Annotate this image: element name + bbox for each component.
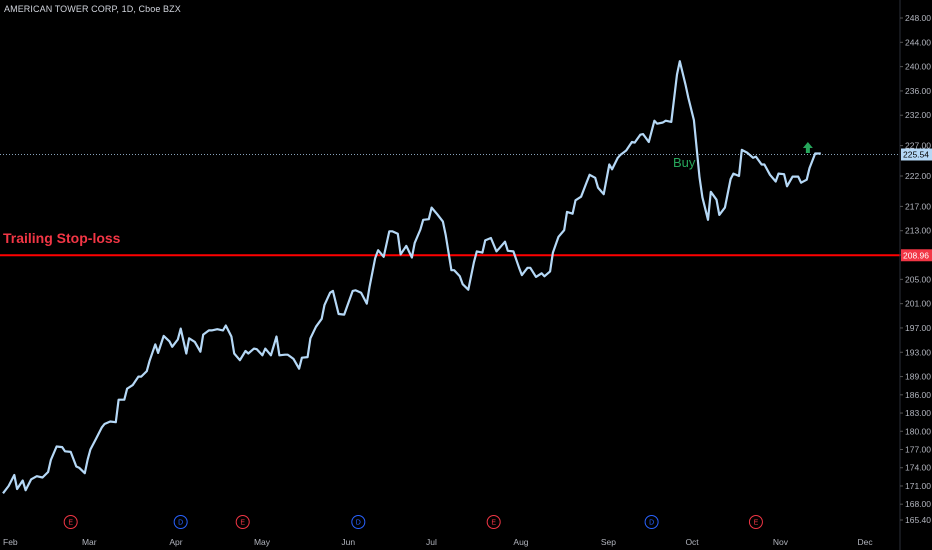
x-tick-label: Apr <box>169 537 182 547</box>
event-marker-e[interactable]: E <box>486 515 501 529</box>
trailing-stop-price-tag: 208.96 <box>901 249 932 262</box>
x-tick-label: Feb <box>3 537 18 547</box>
event-marker-letter: E <box>68 520 73 527</box>
x-tick-label: Jun <box>341 537 355 547</box>
y-tick-label: 236.00 <box>905 86 931 96</box>
trailing-stop-label: Trailing Stop-loss <box>3 230 121 246</box>
buy-signal-label: Buy <box>673 155 696 170</box>
x-tick-label: Mar <box>82 537 97 547</box>
x-tick-label: Oct <box>685 537 699 547</box>
y-tick-label: 205.00 <box>905 274 931 284</box>
y-tick-label: 174.00 <box>905 463 931 473</box>
x-tick-label: Jul <box>426 537 437 547</box>
y-tick-label: 222.00 <box>905 171 931 181</box>
event-marker-e[interactable]: E <box>748 515 763 529</box>
y-tick-label: 183.00 <box>905 408 931 418</box>
price-axis: 248.00 244.00 240.00 236.00 232.00 227.00 222.… <box>899 0 932 550</box>
trailing-stop-price: 208.96 <box>903 250 929 260</box>
y-tick-label: 180.00 <box>905 426 931 436</box>
event-marker-letter: E <box>240 520 245 527</box>
x-tick-label: Dec <box>857 537 873 547</box>
event-marker-d[interactable]: D <box>173 515 188 529</box>
y-tick-label: 244.00 <box>905 37 931 47</box>
y-tick-label: 193.00 <box>905 347 931 357</box>
y-tick-label: 186.00 <box>905 390 931 400</box>
y-tick-label: 177.00 <box>905 445 931 455</box>
last-price-tag: 225.54 <box>901 148 932 161</box>
y-tick-label: 213.00 <box>905 226 931 236</box>
buy-arrow-icon <box>802 142 813 153</box>
time-axis: Feb Mar Apr May Jun Jul Aug Sep Oct Nov Dec <box>3 537 873 547</box>
event-marker-e[interactable]: E <box>63 515 78 529</box>
y-tick-label: 227.00 <box>905 141 931 151</box>
y-tick-label: 197.00 <box>905 323 931 333</box>
price-series-line[interactable] <box>2 60 821 494</box>
y-tick-label: 171.00 <box>905 481 931 491</box>
y-tick-label: 248.00 <box>905 13 931 23</box>
x-tick-label: Nov <box>773 537 789 547</box>
x-tick-label: Aug <box>513 537 528 547</box>
event-marker-d[interactable]: D <box>644 515 659 529</box>
x-tick-label: May <box>254 537 271 547</box>
x-tick-label: Sep <box>601 537 616 547</box>
y-tick-label: 201.00 <box>905 299 931 309</box>
y-tick-label: 217.00 <box>905 201 931 211</box>
y-tick-label: 165.40 <box>905 515 931 525</box>
event-marker-d[interactable]: D <box>351 515 366 529</box>
event-marker-letter: D <box>649 520 654 527</box>
y-tick-label: 168.00 <box>905 499 931 509</box>
event-marker-letter: E <box>491 520 496 527</box>
event-marker-e[interactable]: E <box>235 515 250 529</box>
y-tick-label: 240.00 <box>905 62 931 72</box>
last-price-value: 225.54 <box>903 150 929 160</box>
chart-title: AMERICAN TOWER CORP, 1D, Cboe BZX <box>4 4 181 14</box>
y-tick-label: 189.00 <box>905 372 931 382</box>
event-marker-letter: D <box>178 520 183 527</box>
event-marker-letter: E <box>754 520 759 527</box>
event-marker-letter: D <box>356 520 361 527</box>
y-tick-label: 232.00 <box>905 110 931 120</box>
